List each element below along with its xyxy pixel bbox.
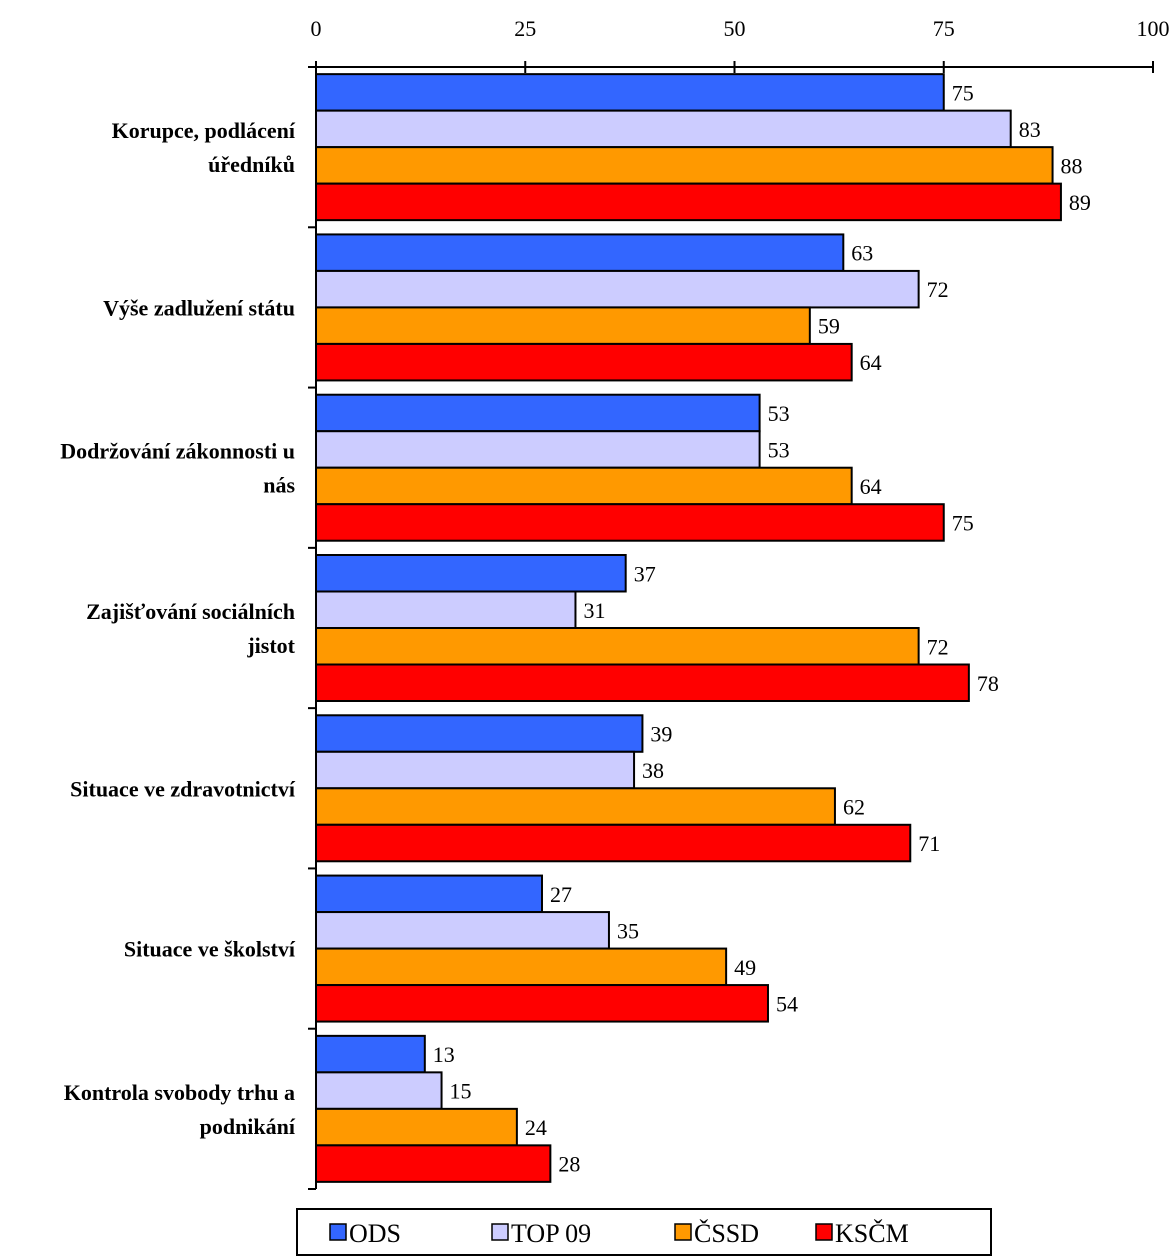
chart-bars: 75 83 88 89 63 72 59 64 53 53 64 75 37 31 72 78 39 38 62 71…: [315, 73, 1091, 1183]
x-tick-label: 100: [1137, 16, 1170, 41]
bar: [315, 663, 970, 702]
bar: [315, 1107, 518, 1147]
data-label: 63: [851, 241, 873, 266]
bar: [315, 269, 920, 309]
data-label: 53: [768, 401, 790, 426]
legend-label: TOP 09: [511, 1219, 591, 1248]
category-label: podnikání: [200, 1114, 296, 1139]
data-label: 72: [927, 277, 949, 302]
bar: [315, 590, 577, 629]
x-tick-label: 50: [724, 16, 746, 41]
category-label: Situace ve školství: [124, 937, 296, 962]
legend-swatch: [674, 1223, 692, 1241]
x-tick-label: 0: [311, 16, 322, 41]
data-label: 15: [450, 1079, 472, 1104]
data-label: 28: [558, 1152, 580, 1177]
bar: [315, 233, 845, 272]
data-label: 62: [843, 795, 865, 820]
bar: [315, 1034, 426, 1074]
data-label: 37: [634, 561, 656, 586]
bar: [315, 984, 769, 1023]
data-label: 35: [617, 918, 639, 943]
legend-label: ODS: [349, 1219, 401, 1248]
bar: [315, 182, 1062, 222]
category-label: Dodržování zákonnosti u: [60, 439, 295, 464]
data-label: 53: [768, 437, 790, 462]
category-label: úředníků: [208, 152, 295, 177]
bar: [315, 554, 627, 593]
x-tick-label: 75: [933, 16, 955, 41]
bar: [315, 109, 1012, 149]
data-label: 75: [952, 510, 974, 535]
category-label: Korupce, podlácení: [112, 118, 296, 143]
category-labels: Korupce, podlácení úředníků Výše zadlužení…: [60, 118, 296, 1139]
data-label: 31: [583, 598, 605, 623]
bar: [315, 1144, 552, 1183]
data-label: 49: [734, 955, 756, 980]
bar: [315, 750, 636, 790]
data-label: 78: [977, 671, 999, 696]
legend-swatch: [815, 1223, 833, 1241]
bar: [315, 73, 945, 112]
x-tick-label: 25: [514, 16, 536, 41]
bar: [315, 146, 1054, 185]
category-label: nás: [263, 473, 295, 498]
legend-label: KSČM: [835, 1219, 909, 1248]
bar: [315, 1071, 443, 1110]
data-label: 39: [650, 722, 672, 747]
data-label: 72: [927, 634, 949, 659]
bar: [315, 393, 761, 433]
data-label: 75: [952, 80, 974, 105]
data-label: 24: [525, 1115, 547, 1140]
category-label: Výše zadlužení státu: [103, 295, 295, 320]
data-label: 13: [433, 1042, 455, 1067]
category-label: Kontrola svobody trhu a: [64, 1080, 295, 1105]
data-label: 64: [860, 474, 882, 499]
bar: [315, 911, 610, 950]
data-label: 38: [642, 758, 664, 783]
data-label: 64: [860, 350, 882, 375]
bar: [315, 823, 912, 863]
legend-box: [296, 1208, 992, 1256]
category-label: Situace ve zdravotnictví: [70, 776, 296, 801]
data-label: 59: [818, 314, 840, 339]
bar: [315, 306, 811, 345]
bar: [315, 627, 920, 666]
data-label: 88: [1061, 153, 1083, 178]
bar: [315, 714, 644, 753]
bar: [315, 874, 543, 914]
category-label: Zajišťování sociálních: [86, 599, 295, 624]
legend-swatch: [329, 1223, 347, 1241]
bar: [315, 787, 836, 826]
legend-swatch: [491, 1223, 509, 1241]
data-label: 83: [1019, 117, 1041, 142]
bar: [315, 430, 761, 469]
bar: [315, 466, 853, 506]
bar: [315, 342, 853, 382]
data-label: 89: [1069, 190, 1091, 215]
data-label: 71: [918, 831, 940, 856]
chart-legend: ODS TOP 09 ČSSD KSČM: [296, 1208, 992, 1256]
category-label: jistot: [246, 633, 295, 658]
data-label: 27: [550, 882, 572, 907]
bar: [315, 947, 728, 987]
legend-label: ČSSD: [694, 1219, 759, 1248]
bar: [315, 503, 945, 542]
data-label: 54: [776, 991, 798, 1016]
